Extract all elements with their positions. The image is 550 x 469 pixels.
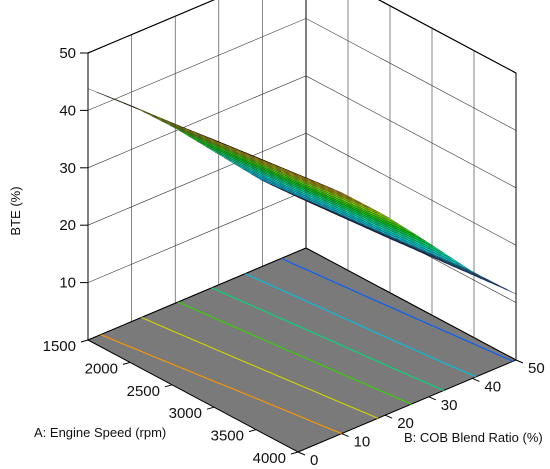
y-tick-label: 40 (484, 378, 501, 395)
floor-contours (100, 257, 514, 435)
front-box-edges (87, 0, 517, 360)
x-tick-mark (248, 429, 257, 433)
x-tick-mark (164, 384, 173, 388)
y-tick-mark (428, 396, 436, 401)
x-tick-label: 4000 (253, 450, 286, 467)
y-tick-mark (297, 451, 306, 456)
z-tick-label: 20 (59, 217, 76, 234)
x-tick-label: 1500 (43, 338, 76, 355)
z-gridline (87, 75, 517, 189)
floor-contour-line (100, 334, 342, 435)
y-tick-label: 30 (441, 397, 458, 414)
z-tick-label: 40 (59, 102, 76, 119)
x-tick-mark (122, 361, 131, 365)
x-tick-label: 2000 (85, 360, 118, 377)
y-axis-label: B: COB Blend Ratio (%) (404, 430, 543, 445)
x-tick-mark (80, 339, 89, 343)
surface-cell (296, 196, 315, 206)
y-tick-label: 20 (397, 415, 414, 432)
floor-contour-line (244, 273, 477, 378)
response-surface (87, 88, 517, 295)
z-gridline (87, 18, 517, 131)
y-tick-label: 0 (310, 452, 318, 469)
floor-contour-line (211, 287, 444, 392)
z-gridline (87, 132, 517, 246)
x-tick-mark (290, 451, 299, 455)
z-axis-label: BTE (%) (8, 186, 23, 235)
x-axis-label: A: Engine Speed (rpm) (34, 425, 166, 440)
y-tick-label: 10 (354, 434, 371, 451)
floor-contour-line (281, 257, 514, 362)
y-tick-mark (515, 359, 524, 364)
x-tick-label: 3500 (211, 428, 244, 445)
x-tick-label: 3000 (169, 405, 202, 422)
z-tick-label: 10 (59, 275, 76, 292)
z-tick-label: 50 (59, 45, 76, 62)
box-edge (87, 0, 517, 74)
x-tick-label: 2500 (127, 383, 160, 400)
floor-contour-line (177, 301, 412, 405)
x-tick-mark (206, 406, 215, 410)
z-tick-label: 30 (59, 160, 76, 177)
axis-ticks: 10 20 30 40 50 1500 2000 2500 3000 3500 4000 0 10 20 3… (43, 45, 545, 469)
y-tick-mark (385, 414, 393, 419)
y-tick-label: 50 (528, 360, 545, 377)
floor-contour-line (141, 316, 379, 419)
y-tick-mark (472, 377, 480, 382)
y-tick-mark (341, 433, 349, 438)
